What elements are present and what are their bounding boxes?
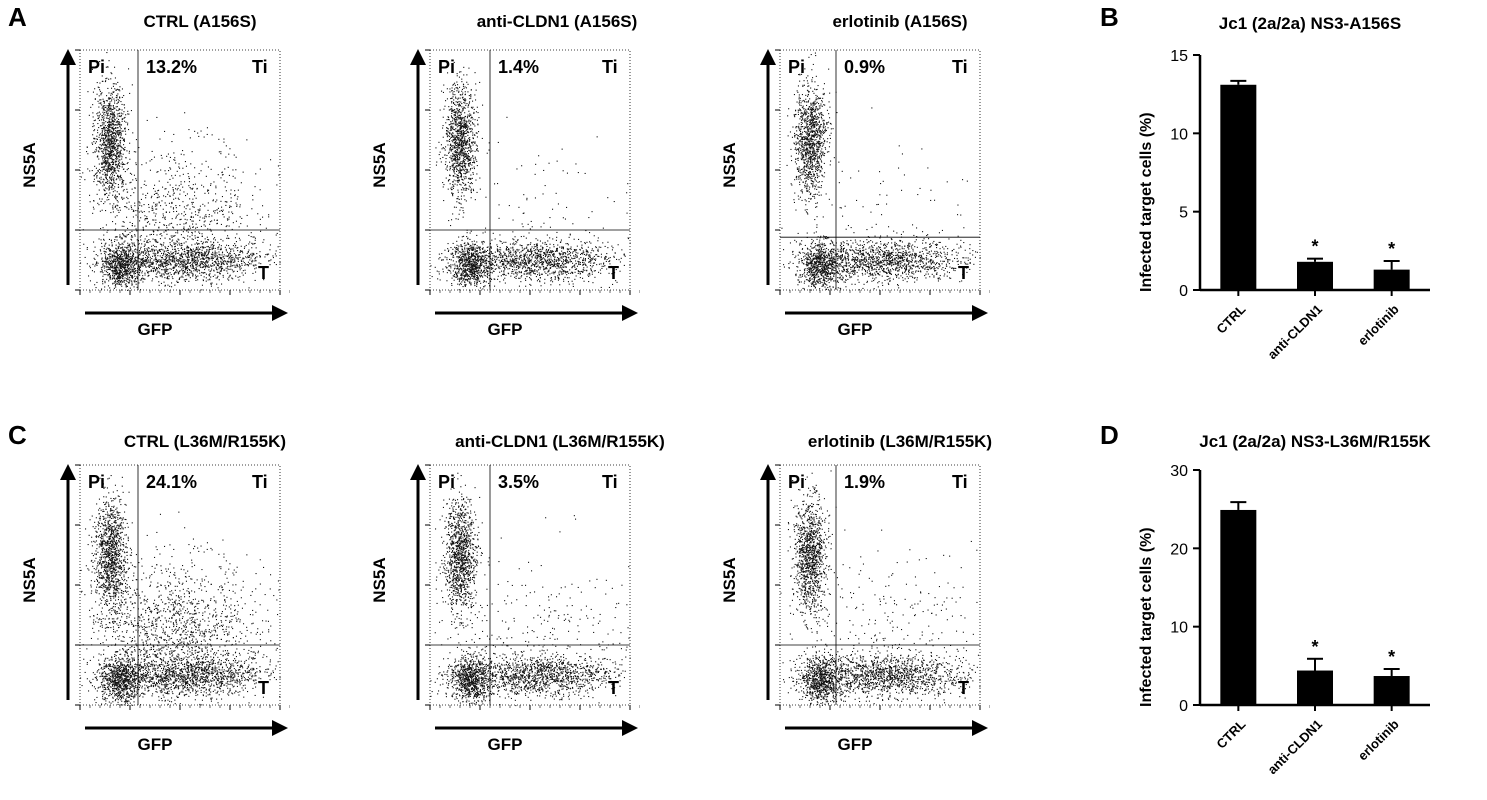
- x-axis-label: GFP: [815, 735, 895, 755]
- bar: [1373, 676, 1410, 705]
- significance-star: *: [1388, 239, 1395, 259]
- y-tick-label: 20: [1170, 541, 1188, 558]
- flow-plot: Pi 3.5% Ti T NS5A GFP: [370, 460, 640, 760]
- y-tick-label: 0: [1179, 283, 1188, 300]
- x-axis-label: GFP: [465, 320, 545, 340]
- flow-plot: Pi 13.2% Ti T NS5A GFP: [20, 45, 290, 345]
- quadrant-label-ti: Ti: [252, 57, 268, 78]
- quadrant-label-pi: Pi: [438, 472, 455, 493]
- infected-percent: 0.9%: [844, 57, 885, 78]
- category-label: CTRL: [1213, 301, 1248, 336]
- y-axis-label: NS5A: [20, 135, 40, 195]
- flow-plot-title-6: erlotinib (L36M/R155K): [770, 432, 1030, 452]
- y-tick-label: 15: [1170, 48, 1188, 65]
- bar: [1220, 84, 1257, 290]
- y-axis-label: Infected target cells (%): [1138, 112, 1156, 292]
- x-axis-label: GFP: [815, 320, 895, 340]
- bar: [1220, 509, 1257, 705]
- category-label: CTRL: [1213, 716, 1248, 751]
- quadrant-label-pi: Pi: [788, 57, 805, 78]
- bar-chart-d: 0 10 20 30 CTRL * anti-CLDN1 * erlotinib Infected…: [1130, 455, 1460, 785]
- category-label: anti-CLDN1: [1264, 302, 1325, 363]
- x-axis-label: GFP: [115, 320, 195, 340]
- infected-percent: 1.4%: [498, 57, 539, 78]
- bar-chart-title-b: Jc1 (2a/2a) NS3-A156S: [1160, 14, 1460, 34]
- flow-plot: Pi 0.9% Ti T NS5A GFP: [720, 45, 990, 345]
- y-axis-label: NS5A: [370, 550, 390, 610]
- bar: [1297, 261, 1333, 290]
- flow-plot-title-5: anti-CLDN1 (L36M/R155K): [420, 432, 700, 452]
- bar-chart-b: 0 5 10 15 CTRL * anti-CLDN1 * erlotinib Infected …: [1130, 40, 1460, 370]
- quadrant-label-t: T: [958, 263, 969, 284]
- y-axis-label: NS5A: [370, 135, 390, 195]
- quadrant-label-pi: Pi: [88, 472, 105, 493]
- y-tick-label: 0: [1179, 698, 1188, 715]
- quadrant-label-pi: Pi: [438, 57, 455, 78]
- y-axis-label: NS5A: [720, 135, 740, 195]
- flow-plot: Pi 24.1% Ti T NS5A GFP: [20, 460, 290, 760]
- flow-plot: Pi 1.4% Ti T NS5A GFP: [370, 45, 640, 345]
- quadrant-label-t: T: [258, 263, 269, 284]
- y-axis-label: NS5A: [20, 550, 40, 610]
- quadrant-label-ti: Ti: [952, 472, 968, 493]
- quadrant-label-t: T: [258, 678, 269, 699]
- quadrant-label-pi: Pi: [88, 57, 105, 78]
- y-tick-label: 10: [1170, 620, 1188, 637]
- significance-star: *: [1311, 237, 1318, 257]
- infected-percent: 1.9%: [844, 472, 885, 493]
- y-tick-label: 30: [1170, 463, 1188, 480]
- bar-chart-title-d: Jc1 (2a/2a) NS3-L36M/R155K: [1150, 432, 1480, 452]
- quadrant-label-t: T: [608, 263, 619, 284]
- quadrant-label-ti: Ti: [252, 472, 268, 493]
- category-label: erlotinib: [1355, 716, 1402, 763]
- y-axis-label: Infected target cells (%): [1138, 527, 1156, 707]
- category-label: anti-CLDN1: [1264, 717, 1325, 778]
- quadrant-label-t: T: [958, 678, 969, 699]
- y-tick-label: 10: [1170, 126, 1188, 143]
- quadrant-label-ti: Ti: [602, 57, 618, 78]
- flow-plot-title-1: CTRL (A156S): [80, 12, 320, 32]
- panel-letter-a: A: [8, 2, 27, 33]
- infected-percent: 13.2%: [146, 57, 197, 78]
- infected-percent: 3.5%: [498, 472, 539, 493]
- panel-letter-b: B: [1100, 2, 1119, 33]
- significance-star: *: [1311, 637, 1318, 657]
- flow-plot-title-2: anti-CLDN1 (A156S): [432, 12, 682, 32]
- x-axis-label: GFP: [465, 735, 545, 755]
- quadrant-label-ti: Ti: [602, 472, 618, 493]
- bar: [1373, 269, 1410, 290]
- x-axis-label: GFP: [115, 735, 195, 755]
- flow-plot-title-3: erlotinib (A156S): [780, 12, 1020, 32]
- infected-percent: 24.1%: [146, 472, 197, 493]
- quadrant-label-pi: Pi: [788, 472, 805, 493]
- category-label: erlotinib: [1355, 301, 1402, 348]
- panel-letter-c: C: [8, 420, 27, 451]
- flow-plot-title-4: CTRL (L36M/R155K): [80, 432, 330, 452]
- quadrant-label-t: T: [608, 678, 619, 699]
- y-axis-label: NS5A: [720, 550, 740, 610]
- quadrant-label-ti: Ti: [952, 57, 968, 78]
- panel-letter-d: D: [1100, 420, 1119, 451]
- y-tick-label: 5: [1179, 205, 1188, 222]
- significance-star: *: [1388, 647, 1395, 667]
- flow-plot: Pi 1.9% Ti T NS5A GFP: [720, 460, 990, 760]
- bar: [1297, 670, 1333, 705]
